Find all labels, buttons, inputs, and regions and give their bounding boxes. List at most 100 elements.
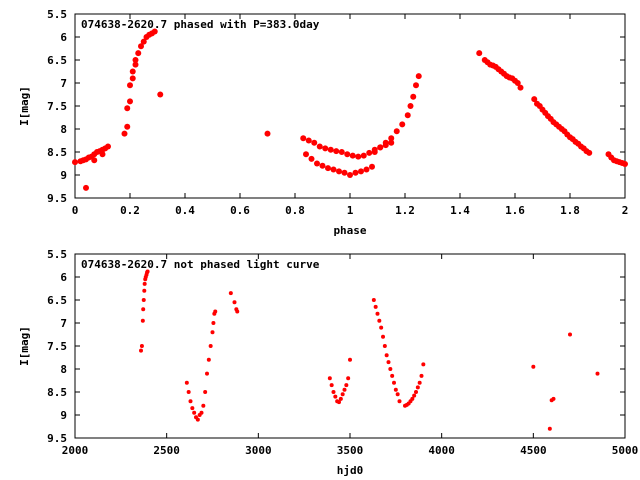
data-point (531, 96, 538, 103)
data-point (138, 43, 144, 50)
data-point (211, 321, 216, 325)
x-tick-label: 0.6 (230, 204, 250, 217)
x-tick-label: 0.4 (175, 204, 195, 217)
y-tick-label: 9 (60, 409, 67, 422)
x-tick-label: 4000 (428, 444, 455, 457)
data-point (305, 137, 312, 144)
data-point (83, 184, 89, 191)
data-point (235, 309, 240, 314)
data-point (184, 380, 189, 385)
y-tick-label: 8 (60, 363, 67, 376)
data-point (331, 390, 336, 394)
y-tick-label: 5.5 (47, 8, 67, 21)
x-tick-label: 3500 (337, 444, 364, 457)
data-point (476, 50, 483, 57)
data-point (205, 371, 209, 376)
x-axis-label: phase (333, 224, 366, 237)
data-point (190, 406, 195, 411)
data-point (349, 152, 356, 159)
data-point (132, 61, 139, 68)
axis-ticks: 2000 2500 3000 3500 4000 4500 5000 5.5 6 6.5 7 7.5 8… (47, 248, 638, 457)
data-point (377, 144, 384, 151)
data-point (206, 357, 211, 362)
data-point (366, 149, 373, 156)
data-point (338, 396, 343, 401)
data-point (415, 385, 420, 390)
data-point (397, 399, 402, 404)
data-point (329, 383, 334, 388)
data-point (311, 139, 318, 146)
data-point (407, 103, 414, 109)
y-tick-label: 6.5 (47, 294, 67, 307)
x-tick-label: 2 (622, 204, 629, 217)
data-point (333, 148, 340, 155)
data-point (379, 325, 384, 330)
y-tick-label: 6 (60, 271, 67, 284)
data-point (132, 57, 139, 63)
data-point (337, 400, 341, 405)
data-point (393, 128, 400, 135)
data-point (344, 383, 349, 388)
data-points (72, 28, 628, 191)
data-point (421, 362, 426, 367)
data-point (127, 82, 133, 89)
chart-title: 074638-2620.7 not phased light curve (81, 258, 320, 271)
data-point (388, 139, 395, 146)
y-axis-label: I[mag] (18, 326, 31, 366)
data-point (417, 380, 422, 385)
data-point (346, 376, 351, 381)
data-point (382, 344, 387, 348)
data-point (330, 166, 337, 173)
y-tick-label: 8 (60, 123, 67, 136)
data-point (300, 135, 307, 142)
data-point (410, 396, 415, 401)
x-tick-label: 0.2 (120, 204, 140, 217)
data-point (371, 298, 376, 302)
x-tick-label: 1.2 (395, 204, 415, 217)
data-point (157, 91, 164, 98)
data-point (386, 360, 391, 365)
chart-title: 074638-2620.7 phased with P=383.0day (81, 18, 320, 31)
x-tick-label: 0 (72, 204, 79, 217)
x-tick-label: 1.4 (450, 204, 470, 217)
data-point (139, 344, 144, 348)
data-point (393, 387, 398, 392)
x-tick-label: 1 (347, 204, 354, 217)
data-point (371, 149, 378, 155)
data-point (399, 121, 406, 128)
x-tick-label: 2000 (62, 444, 89, 457)
y-tick-label: 6 (60, 31, 67, 44)
data-point (188, 399, 193, 404)
data-point (551, 396, 556, 401)
data-point (129, 68, 136, 75)
data-point (124, 105, 131, 112)
data-point (341, 169, 348, 176)
data-point (319, 162, 326, 169)
data-point (145, 269, 150, 274)
data-point (142, 281, 147, 286)
x-tick-label: 1.8 (560, 204, 580, 217)
x-tick-label: 5000 (612, 444, 639, 457)
data-point (568, 332, 572, 337)
data-point (390, 373, 395, 378)
data-point (384, 353, 389, 358)
data-point (344, 151, 351, 158)
plot-frame (74, 253, 626, 439)
data-point (308, 155, 315, 162)
x-tick-label: 2500 (153, 444, 180, 457)
y-tick-label: 9 (60, 169, 67, 182)
data-point (382, 139, 389, 146)
data-point (514, 80, 521, 86)
data-point (375, 311, 380, 316)
data-point (410, 93, 417, 100)
data-point (135, 50, 142, 57)
data-point (129, 75, 136, 82)
data-point (347, 172, 353, 178)
data-point (547, 426, 552, 431)
data-point (395, 392, 400, 397)
data-point (72, 159, 78, 166)
phased-light-curve-panel: 074638-2620.7 phased with P=383.0day pha… (18, 8, 628, 237)
data-point (264, 130, 271, 137)
data-point (595, 371, 600, 376)
